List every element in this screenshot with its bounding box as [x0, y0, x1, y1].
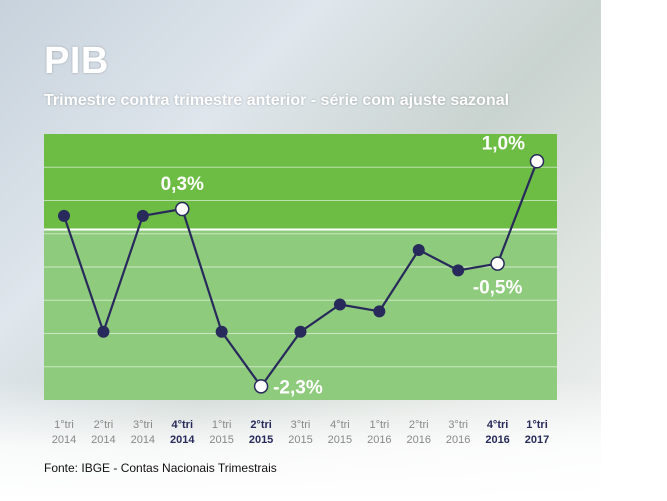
- x-tick-label: 4°tri 2016: [485, 419, 509, 446]
- x-tick-label: 3°tri 2016: [446, 419, 470, 446]
- highlight-point: [253, 379, 269, 394]
- highlight-point: [529, 154, 545, 169]
- data-point: [333, 298, 346, 311]
- chart-series: [58, 154, 545, 394]
- data-labels: 0,3% -2,3% -0,5% 1,0%: [161, 133, 526, 398]
- x-tick-label: 1°tri 2015: [209, 419, 233, 446]
- x-tick-label: 3°tri 2014: [131, 419, 155, 446]
- data-point: [294, 325, 307, 338]
- x-tick-label: 2°tri 2016: [407, 419, 431, 446]
- x-tick-label: 4°tri 2014: [170, 419, 195, 446]
- x-tick-label: 2°tri 2014: [91, 419, 115, 446]
- data-label: 0,3%: [161, 174, 204, 195]
- negative-band: [44, 229, 557, 400]
- chart-gridlines: [44, 166, 557, 368]
- data-point: [215, 325, 228, 338]
- data-point: [412, 243, 425, 256]
- x-tick-label: 1°tri 2016: [367, 419, 391, 446]
- highlight-point: [175, 201, 190, 217]
- data-point: [58, 209, 70, 222]
- data-point: [97, 325, 110, 338]
- data-label: -0,5%: [473, 278, 523, 299]
- chart-subtitle: Trimestre contra trimestre anterior - sé…: [44, 92, 510, 109]
- highlight-point: [490, 256, 505, 271]
- x-axis-ticks: 1°tri 2014 2°tri 2014 3°tri 2014 4°tri 2014 1°tr…: [52, 419, 549, 446]
- x-tick-label: 1°tri 2014: [52, 419, 76, 446]
- data-label: -2,3%: [273, 377, 323, 398]
- chart-title: PIB: [44, 40, 109, 82]
- data-point: [136, 209, 149, 222]
- x-tick-label: 4°tri 2015: [328, 419, 352, 446]
- data-point: [452, 264, 465, 277]
- data-label: 1,0%: [482, 133, 525, 154]
- x-tick-label: 2°tri 2015: [249, 419, 273, 446]
- x-tick-label: 1°tri 2017: [525, 419, 549, 446]
- background-fade: [0, 380, 601, 501]
- x-tick-label: 3°tri 2015: [288, 419, 312, 446]
- source-note: Fonte: IBGE - Contas Nacionais Trimestra…: [44, 461, 277, 475]
- data-point: [373, 305, 386, 318]
- positive-band: [44, 134, 557, 230]
